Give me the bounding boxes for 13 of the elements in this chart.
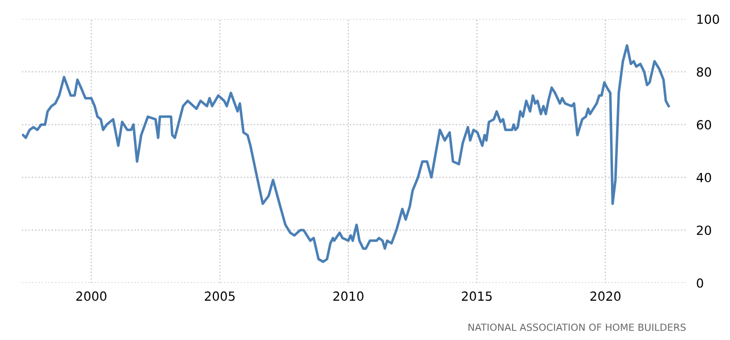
x-tick-label: 2000 (76, 291, 106, 301)
y-tick-label: 0 (696, 278, 704, 288)
y-tick-label: 100 (697, 14, 720, 24)
y-tick-label: 80 (696, 67, 712, 77)
text: NATIONAL ASSOCIATION OF HOME BUILDERS (468, 324, 686, 331)
y-tick-label: 20 (696, 226, 712, 236)
x-tick-label: 2010 (333, 291, 364, 301)
line-series (22, 44, 670, 264)
x-tick-label: 2005 (204, 291, 235, 301)
y-tick-label: 60 (696, 120, 712, 130)
x-tick-label: 2015 (462, 291, 492, 301)
y-tick-label: 40 (696, 172, 712, 182)
x-tick-label: 2020 (590, 291, 620, 301)
